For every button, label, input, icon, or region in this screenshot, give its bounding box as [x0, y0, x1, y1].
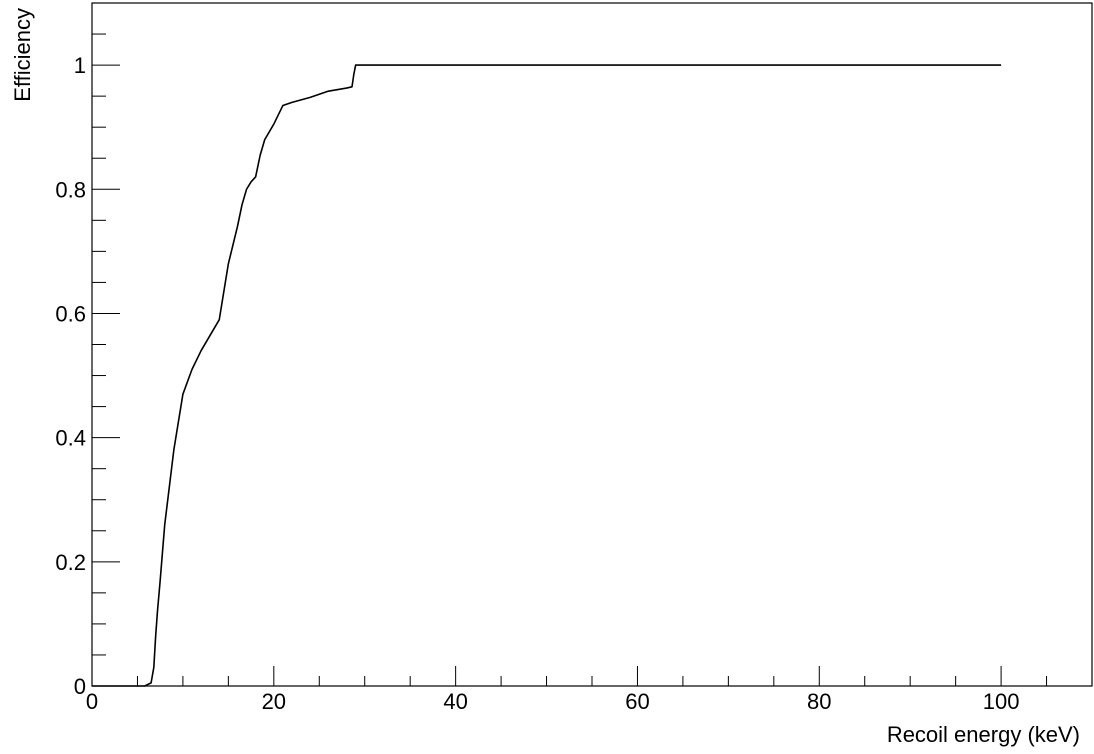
- x-tick-label: 20: [262, 689, 286, 714]
- efficiency-curve-layer: [92, 64, 1002, 687]
- y-tick-label: 0.6: [55, 301, 86, 326]
- x-tick-label: 100: [983, 689, 1020, 714]
- x-tick-label: 80: [807, 689, 831, 714]
- axes-frame: [91, 2, 1093, 687]
- y-tick-label: 1: [74, 53, 86, 78]
- y-axis-ticks: 0 0.2 0.4 0.6 0.8 1: [55, 2, 120, 699]
- y-tick-label: 0.2: [55, 550, 86, 575]
- efficiency-curve: [92, 64, 1002, 687]
- y-tick-label: 0: [74, 674, 86, 699]
- y-axis-title: Efficiency: [10, 8, 35, 102]
- x-tick-label: 0: [86, 689, 98, 714]
- plot-frame: [91, 2, 1093, 687]
- x-axis-title: Recoil energy (keV): [887, 722, 1080, 747]
- x-tick-label: 60: [625, 689, 649, 714]
- x-axis-ticks: 0 20 40 60 80 100: [86, 666, 1093, 714]
- y-tick-label: 0.8: [55, 177, 86, 202]
- y-tick-label: 0.4: [55, 426, 86, 451]
- x-tick-label: 40: [443, 689, 467, 714]
